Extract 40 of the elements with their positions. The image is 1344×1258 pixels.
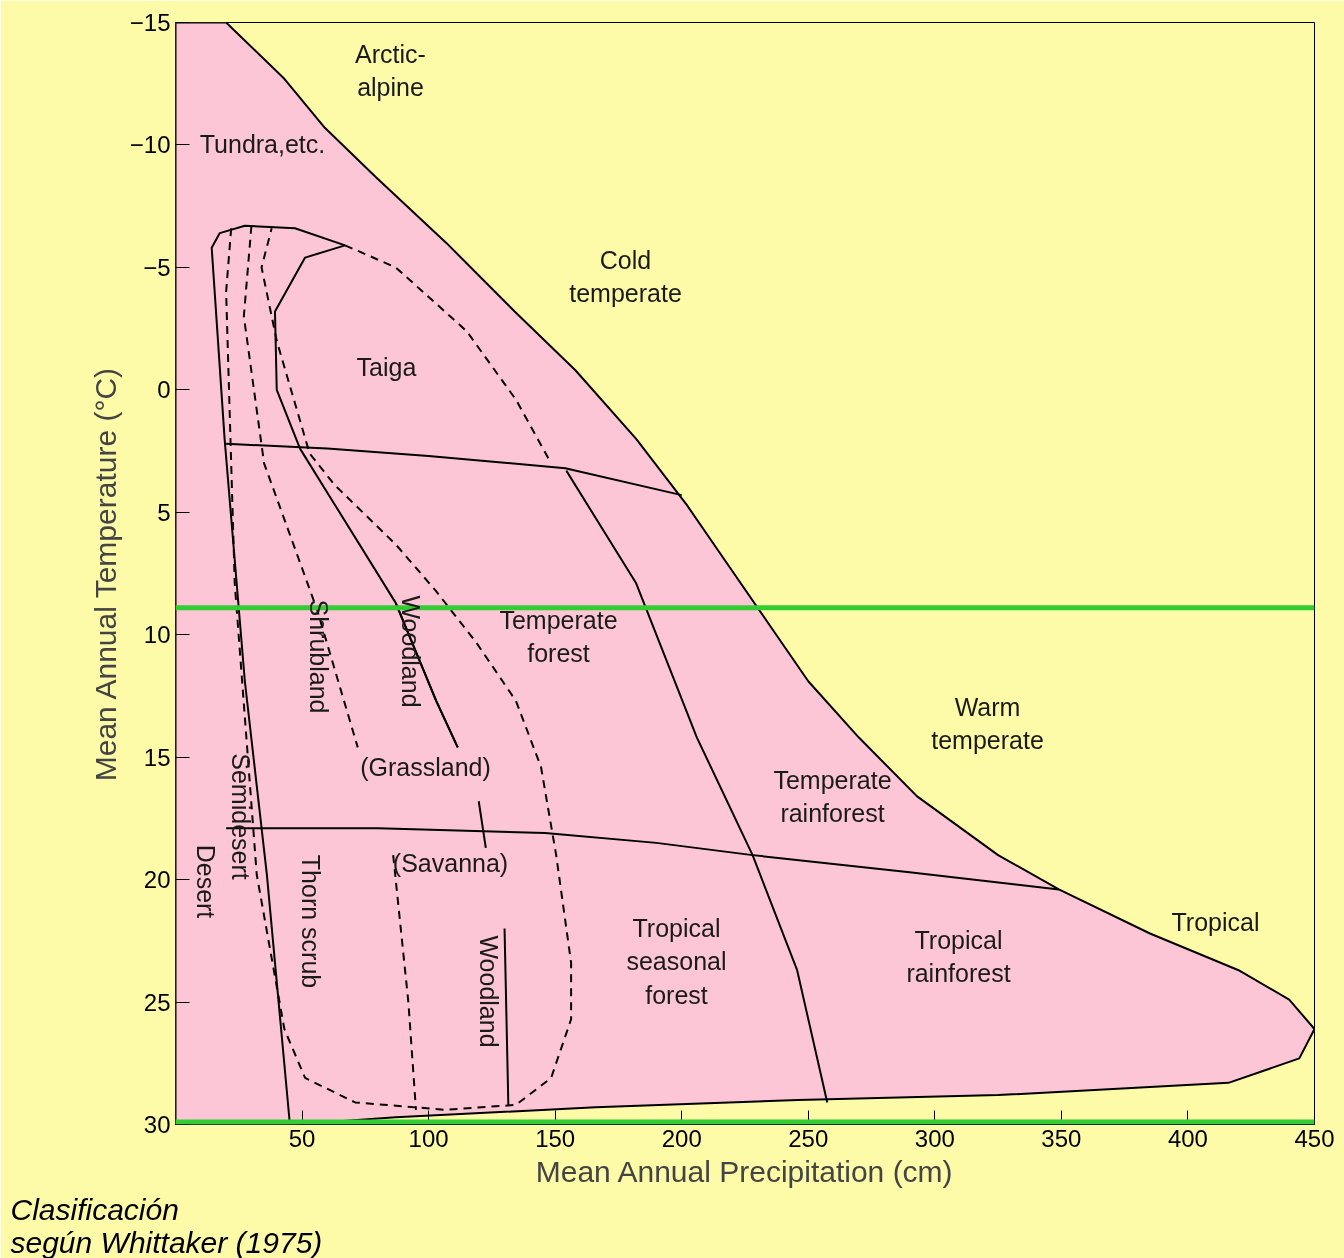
annotation: Woodland	[396, 595, 425, 708]
y-tick-label: 25	[143, 988, 171, 1016]
y-tick-label: −10	[129, 131, 171, 159]
annotation: Woodland	[474, 935, 503, 1048]
x-axis-title: Mean Annual Precipitation (cm)	[535, 1154, 953, 1188]
x-tick-label: 150	[535, 1124, 576, 1152]
y-tick-label: 5	[157, 498, 171, 526]
x-tick-label: 450	[1294, 1124, 1335, 1152]
annotation: Temperate forest	[499, 605, 618, 668]
y-tick-label: 20	[143, 866, 171, 894]
x-tick-label: 300	[914, 1124, 955, 1152]
y-tick-label: −15	[129, 9, 171, 36]
annotation: Shrubland	[304, 599, 333, 714]
annotation: Desert	[191, 844, 220, 919]
y-axis-title: Mean Annual Temperature (°C)	[88, 367, 122, 782]
annotation: Tropical seasonal forest	[626, 913, 727, 1010]
annotation: Tropical rainforest	[906, 925, 1011, 988]
y-tick-label: 10	[143, 621, 171, 649]
y-tick-label: 15	[143, 743, 171, 771]
y-tick-label: 30	[143, 1111, 171, 1138]
annotation: Tropical	[1171, 907, 1260, 936]
x-tick-label: 250	[788, 1124, 829, 1152]
annotation: Temperate rainforest	[773, 765, 892, 828]
x-tick-label: 350	[1041, 1124, 1082, 1152]
x-tick-label: 400	[1167, 1124, 1208, 1152]
annotation: Cold temperate	[569, 245, 682, 308]
text: Clasificación según Whittaker (1975)	[10, 1192, 323, 1258]
annotation: (Grassland)	[360, 752, 491, 781]
annotation: Semidesert	[226, 753, 255, 880]
annotation: (Savanna)	[392, 848, 509, 877]
annotation: Warm temperate	[931, 692, 1044, 755]
annotation: Taiga	[356, 352, 417, 381]
x-tick-label: 100	[408, 1124, 449, 1152]
x-tick-label: 50	[288, 1124, 316, 1152]
x-tick-label: 200	[661, 1124, 702, 1152]
annotation: Thorn scrub	[296, 854, 325, 989]
y-tick-label: 0	[157, 376, 171, 404]
annotation: Tundra,etc.	[199, 129, 326, 158]
y-tick-label: −5	[143, 253, 171, 281]
annotation: Arctic- alpine	[355, 39, 426, 102]
